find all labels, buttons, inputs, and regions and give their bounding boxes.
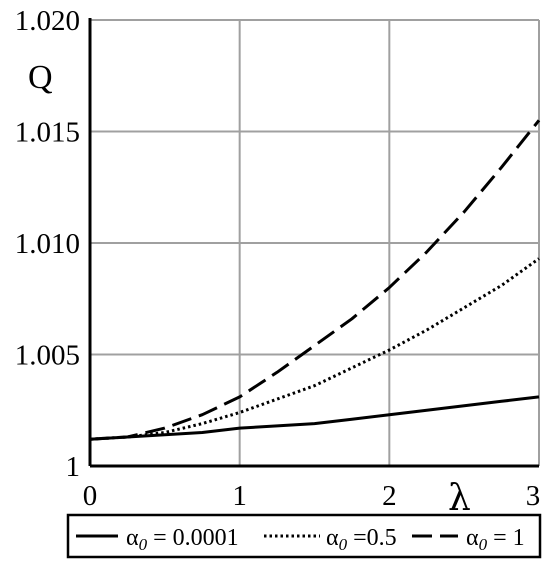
series-line-1 (89, 257, 540, 441)
plot-frame (88, 18, 539, 468)
series-lines (89, 119, 541, 441)
x-tick-label-0: 0 (83, 480, 98, 512)
x-axis-label: λ (448, 478, 471, 519)
x-tick-label-2: 2 (382, 480, 397, 512)
x-tick-label-3: 3 (526, 480, 541, 512)
y-tick-label-4: 1.020 (15, 5, 80, 37)
legend-label-1: α0 =0.5 (326, 525, 397, 554)
legend-label-2: α0 = 1 (466, 525, 525, 554)
y-tick-label-1: 1.005 (15, 340, 80, 372)
series-line-2 (89, 119, 541, 441)
y-tick-label-2: 1.010 (15, 228, 80, 260)
legend: α0 = 0.0001 α0 =0.5 α0 = 1 (66, 513, 542, 559)
x-tick-label-1: 1 (232, 480, 247, 512)
grid (89, 19, 540, 467)
legend-label-0: α0 = 0.0001 (126, 525, 239, 554)
y-tick-label-0: 1 (66, 451, 81, 483)
y-axis-label: Q (28, 59, 53, 96)
y-tick-label-3: 1.015 (15, 117, 80, 149)
series-line-0 (89, 395, 540, 441)
